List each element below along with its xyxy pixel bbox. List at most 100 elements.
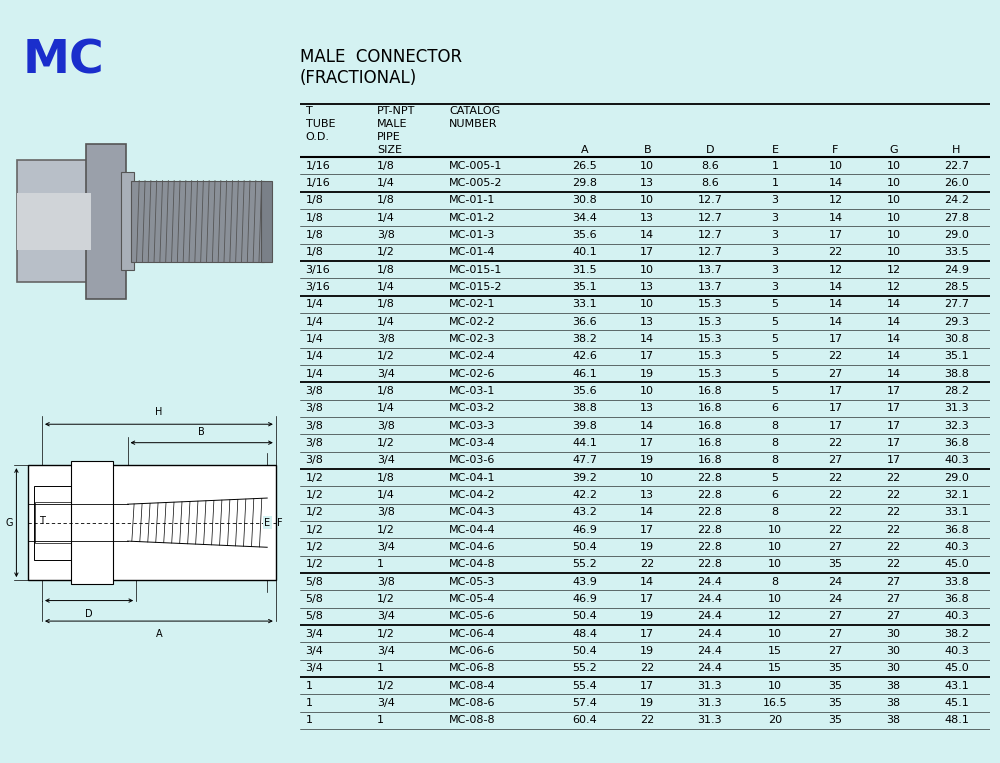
- Text: 3/4: 3/4: [377, 698, 395, 708]
- Text: 17: 17: [887, 404, 901, 414]
- Text: 24.4: 24.4: [697, 629, 722, 639]
- Text: 3/4: 3/4: [377, 542, 395, 552]
- Text: 12: 12: [828, 265, 842, 275]
- Text: 16.5: 16.5: [763, 698, 787, 708]
- Text: G: G: [889, 145, 898, 156]
- Text: 17: 17: [640, 351, 654, 361]
- Text: 19: 19: [640, 369, 654, 378]
- Bar: [28, 465, 276, 580]
- Text: 27: 27: [887, 577, 901, 587]
- Text: 1/2: 1/2: [306, 472, 323, 482]
- Text: 24.4: 24.4: [697, 646, 722, 656]
- Text: 35: 35: [828, 559, 842, 569]
- Text: MC-03-3: MC-03-3: [449, 420, 495, 430]
- Text: 10: 10: [640, 195, 654, 205]
- Text: 50.4: 50.4: [572, 542, 597, 552]
- Text: 60.4: 60.4: [572, 715, 597, 726]
- Text: O.D.: O.D.: [306, 132, 330, 142]
- Text: MC-02-6: MC-02-6: [449, 369, 495, 378]
- Text: 17: 17: [828, 334, 842, 344]
- Text: 1/2: 1/2: [377, 681, 395, 691]
- Text: 40.3: 40.3: [944, 611, 969, 621]
- Text: 10: 10: [640, 386, 654, 396]
- Text: 1: 1: [377, 715, 384, 726]
- Text: PT-NPT: PT-NPT: [377, 106, 416, 116]
- Text: 27: 27: [828, 629, 843, 639]
- Text: 14: 14: [887, 299, 901, 309]
- Text: 8.6: 8.6: [701, 178, 719, 188]
- Text: 36.8: 36.8: [944, 594, 969, 604]
- Text: 8: 8: [771, 507, 778, 517]
- Text: 13: 13: [640, 178, 654, 188]
- Text: G: G: [6, 517, 13, 528]
- Text: 10: 10: [768, 559, 782, 569]
- Text: 5: 5: [771, 334, 778, 344]
- Text: 13: 13: [640, 282, 654, 292]
- Text: 43.9: 43.9: [572, 577, 597, 587]
- Text: 14: 14: [640, 334, 654, 344]
- Text: MC-03-1: MC-03-1: [449, 386, 495, 396]
- Text: 12: 12: [887, 282, 901, 292]
- Text: 17: 17: [828, 230, 842, 240]
- Text: 43.2: 43.2: [572, 507, 597, 517]
- Text: MC-04-1: MC-04-1: [449, 472, 495, 482]
- Text: 1/2: 1/2: [377, 351, 395, 361]
- Text: 40.3: 40.3: [944, 456, 969, 465]
- Text: 1/2: 1/2: [306, 559, 323, 569]
- Text: 13.7: 13.7: [698, 265, 722, 275]
- Text: 17: 17: [640, 629, 654, 639]
- Text: 1/4: 1/4: [377, 317, 395, 327]
- Text: 17: 17: [828, 404, 842, 414]
- Bar: [35, 502, 78, 543]
- Text: 35.1: 35.1: [944, 351, 969, 361]
- Text: MC-06-8: MC-06-8: [449, 663, 495, 673]
- Text: 1/4: 1/4: [377, 213, 395, 223]
- Text: 40.3: 40.3: [944, 646, 969, 656]
- Text: 17: 17: [640, 681, 654, 691]
- Text: 1/2: 1/2: [377, 247, 395, 257]
- Text: 55.2: 55.2: [572, 559, 597, 569]
- Text: MC-02-2: MC-02-2: [449, 317, 496, 327]
- Text: 38.2: 38.2: [944, 629, 969, 639]
- Text: 3/4: 3/4: [306, 629, 323, 639]
- Text: 36.6: 36.6: [572, 317, 597, 327]
- Text: TUBE: TUBE: [306, 119, 335, 129]
- Text: 17: 17: [828, 386, 842, 396]
- Text: 10: 10: [887, 230, 901, 240]
- Text: 1/8: 1/8: [377, 160, 395, 171]
- Text: 30: 30: [887, 646, 901, 656]
- Text: T: T: [306, 106, 312, 116]
- Text: 22: 22: [828, 525, 843, 535]
- Text: 27: 27: [887, 594, 901, 604]
- Text: 24.9: 24.9: [944, 265, 969, 275]
- Text: MC-04-2: MC-04-2: [449, 490, 496, 500]
- Text: 22.8: 22.8: [697, 525, 722, 535]
- Text: 10: 10: [887, 195, 901, 205]
- Text: MC-02-1: MC-02-1: [449, 299, 495, 309]
- Text: 29.0: 29.0: [944, 230, 969, 240]
- Text: 50.4: 50.4: [572, 646, 597, 656]
- Text: 1/16: 1/16: [306, 178, 330, 188]
- Text: 1/4: 1/4: [306, 334, 323, 344]
- Text: 27.7: 27.7: [944, 299, 969, 309]
- Text: 46.1: 46.1: [572, 369, 597, 378]
- Text: 1/4: 1/4: [377, 404, 395, 414]
- Text: 14: 14: [887, 351, 901, 361]
- Text: 13: 13: [640, 404, 654, 414]
- Text: MC-03-6: MC-03-6: [449, 456, 495, 465]
- Text: 1/2: 1/2: [306, 490, 323, 500]
- Text: A: A: [156, 629, 162, 639]
- Text: 5/8: 5/8: [306, 594, 323, 604]
- Text: 31.3: 31.3: [698, 681, 722, 691]
- Text: 16.8: 16.8: [698, 456, 722, 465]
- Text: 10: 10: [887, 178, 901, 188]
- Text: 39.2: 39.2: [572, 472, 597, 482]
- Text: 1/4: 1/4: [377, 178, 395, 188]
- Text: 1/8: 1/8: [377, 265, 395, 275]
- Text: 55.4: 55.4: [572, 681, 597, 691]
- Text: 38.8: 38.8: [572, 404, 597, 414]
- Text: 10: 10: [887, 247, 901, 257]
- Text: 1/4: 1/4: [377, 282, 395, 292]
- Text: MALE: MALE: [377, 119, 408, 129]
- Text: CATALOG: CATALOG: [449, 106, 500, 116]
